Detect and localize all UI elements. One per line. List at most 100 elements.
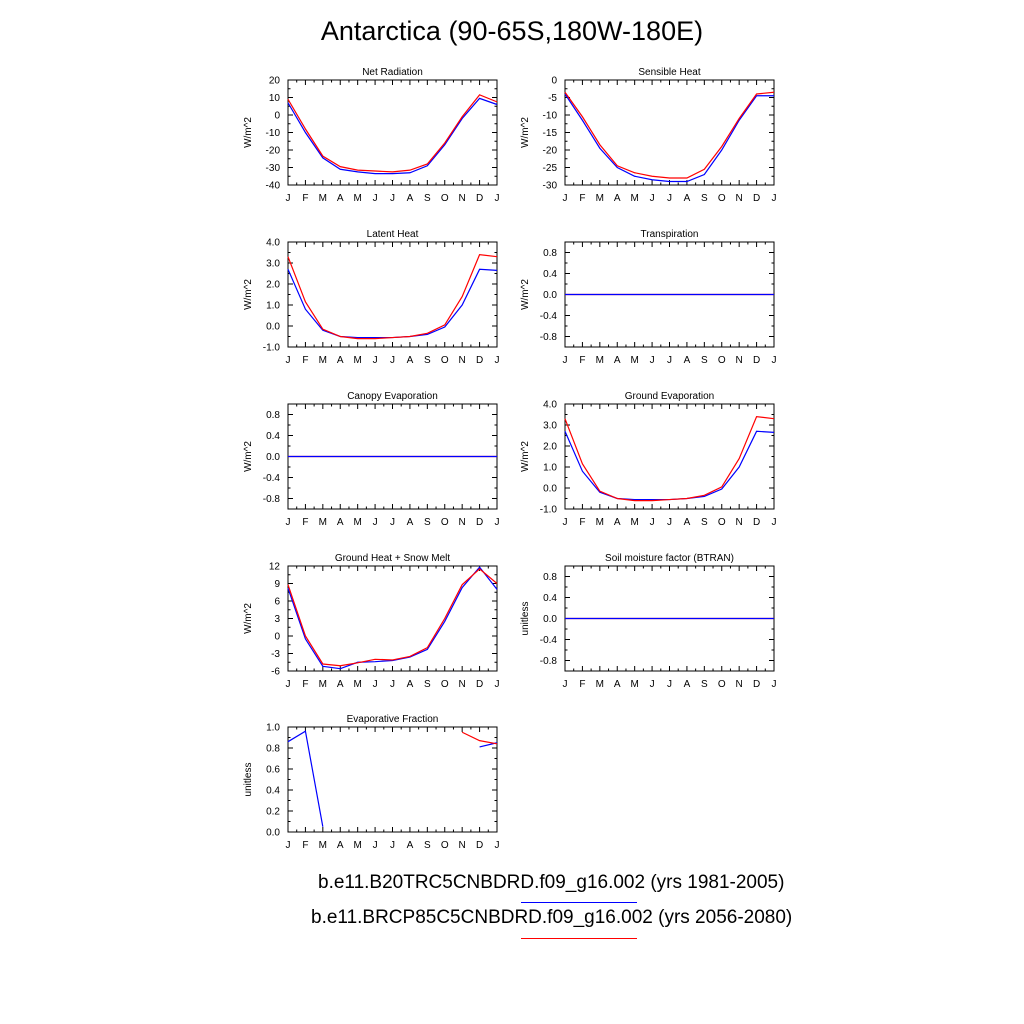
x-tick-label: N (459, 840, 466, 851)
x-tick-label: J (390, 193, 395, 204)
x-tick-label: A (407, 517, 414, 528)
x-tick-label: N (736, 355, 743, 366)
series-line-2 (287, 253, 498, 340)
x-tick-label: N (459, 679, 466, 690)
x-tick-label: M (319, 193, 327, 204)
plot-frame (287, 241, 498, 348)
y-tick-label: 4.0 (543, 400, 557, 411)
x-tick-label: N (459, 355, 466, 366)
x-tick-label: J (667, 193, 672, 204)
x-tick-label: J (495, 355, 500, 366)
x-tick-label: S (424, 517, 431, 528)
y-tick-label: -10 (543, 111, 558, 122)
x-tick-label: M (353, 840, 361, 851)
plot-frame (564, 403, 775, 510)
x-tick-label: S (701, 517, 708, 528)
panel-title: Canopy Evaporation (347, 391, 438, 402)
y-tick-label: 0.0 (266, 828, 280, 839)
x-tick-label: M (319, 355, 327, 366)
chart-panel-8: Soil moisture factor (BTRAN)J F M A M J J A S O N D… (520, 553, 777, 690)
x-tick-label: D (753, 193, 760, 204)
y-tick-label: -1.0 (540, 505, 558, 516)
series-line-2 (564, 415, 775, 502)
x-tick-label: M (353, 193, 361, 204)
y-tick-label: -0.4 (540, 635, 558, 646)
y-tick-label: 0.4 (266, 786, 280, 797)
y-tick-label: -20 (266, 146, 281, 157)
y-tick-label: 0.0 (543, 484, 557, 495)
x-tick-label: N (459, 193, 466, 204)
x-tick-label: A (407, 193, 414, 204)
panel-title: Net Radiation (362, 67, 423, 78)
x-tick-label: A (337, 679, 344, 690)
y-tick-label: 0.8 (266, 744, 280, 755)
x-tick-label: J (650, 193, 655, 204)
x-tick-label: J (373, 193, 378, 204)
x-tick-label: J (563, 355, 568, 366)
y-tick-label: 2.0 (543, 442, 557, 453)
x-tick-label: J (373, 355, 378, 366)
legend-swatch-run-2 (521, 938, 637, 939)
y-tick-label: -0.4 (263, 473, 281, 484)
x-tick-label: A (684, 355, 691, 366)
x-tick-label: D (476, 355, 483, 366)
x-tick-label: M (630, 517, 638, 528)
y-tick-label: 9 (274, 579, 280, 590)
x-tick-label: M (319, 840, 327, 851)
y-tick-label: 6 (274, 597, 280, 608)
panel-title: Transpiration (641, 229, 699, 240)
x-tick-label: D (476, 840, 483, 851)
legend-swatch-run-1 (521, 902, 637, 903)
x-tick-label: F (302, 193, 308, 204)
x-tick-label: J (563, 679, 568, 690)
y-axis-label: W/m^2 (243, 117, 254, 148)
x-tick-label: F (302, 517, 308, 528)
x-tick-label: D (753, 517, 760, 528)
series-line-1 (287, 730, 324, 827)
y-tick-label: -20 (543, 146, 558, 157)
x-tick-label: A (337, 355, 344, 366)
panel-title: Soil moisture factor (BTRAN) (605, 553, 734, 564)
y-tick-label: 0.2 (266, 807, 280, 818)
x-tick-label: O (441, 355, 449, 366)
x-tick-label: M (353, 355, 361, 366)
series-line-1 (287, 566, 498, 670)
x-tick-label: J (390, 840, 395, 851)
legend-label-run-2: b.e11.BRCP85C5CNBDRD.f09_g16.002 (yrs 20… (311, 907, 793, 928)
y-tick-label: -30 (543, 181, 558, 192)
y-tick-label: 3 (274, 614, 280, 625)
x-tick-label: F (579, 193, 585, 204)
y-tick-label: 2.0 (266, 280, 280, 291)
y-tick-label: 0.4 (543, 269, 557, 280)
x-tick-label: A (407, 355, 414, 366)
y-tick-label: 0.4 (543, 593, 557, 604)
x-tick-label: A (614, 679, 621, 690)
x-tick-label: S (424, 840, 431, 851)
x-tick-label: O (718, 355, 726, 366)
y-tick-label: -10 (266, 128, 281, 139)
x-tick-label: J (495, 517, 500, 528)
y-tick-label: -0.8 (263, 494, 281, 505)
y-tick-label: -1.0 (263, 343, 281, 354)
legend-label-run-1: b.e11.B20TRC5CNBDRD.f09_g16.002 (yrs 198… (318, 872, 785, 893)
figure-title: Antarctica (90-65S,180W-180E) (320, 16, 704, 46)
series-line-2 (287, 94, 498, 173)
x-tick-label: J (650, 679, 655, 690)
x-tick-label: J (772, 193, 777, 204)
y-tick-label: 0.0 (543, 290, 557, 301)
y-tick-label: 0 (551, 76, 557, 87)
y-tick-label: -40 (266, 181, 281, 192)
x-tick-label: J (286, 193, 291, 204)
x-tick-label: M (319, 517, 327, 528)
x-tick-label: A (684, 517, 691, 528)
y-tick-label: -0.8 (540, 656, 558, 667)
y-tick-label: 0 (274, 111, 280, 122)
x-tick-label: J (373, 517, 378, 528)
x-tick-label: M (596, 355, 604, 366)
